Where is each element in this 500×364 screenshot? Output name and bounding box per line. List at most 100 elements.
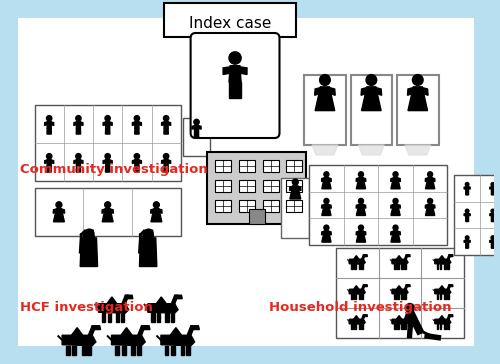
Polygon shape	[76, 166, 78, 172]
Polygon shape	[466, 244, 467, 248]
Polygon shape	[449, 285, 453, 286]
Bar	[208, 152, 306, 224]
Bar	[358, 324, 360, 329]
Bar	[72, 346, 76, 355]
Circle shape	[366, 75, 376, 86]
Polygon shape	[435, 319, 451, 324]
Bar	[397, 324, 398, 329]
Bar	[102, 313, 105, 322]
Circle shape	[164, 154, 169, 159]
Bar	[404, 324, 406, 329]
Polygon shape	[62, 335, 96, 346]
Polygon shape	[356, 205, 359, 208]
Polygon shape	[164, 128, 166, 134]
Bar	[262, 180, 278, 192]
Polygon shape	[364, 315, 368, 317]
Polygon shape	[432, 205, 435, 208]
Polygon shape	[47, 122, 52, 128]
Polygon shape	[54, 209, 64, 222]
Bar	[216, 160, 231, 172]
Circle shape	[194, 119, 199, 125]
Circle shape	[229, 52, 241, 64]
Polygon shape	[164, 122, 168, 128]
Circle shape	[491, 182, 494, 186]
Polygon shape	[80, 238, 98, 266]
Polygon shape	[139, 160, 141, 163]
Polygon shape	[72, 328, 83, 335]
Bar	[34, 105, 180, 181]
Polygon shape	[80, 122, 83, 126]
Polygon shape	[107, 297, 117, 304]
Bar	[447, 294, 448, 299]
Polygon shape	[363, 231, 366, 235]
Bar	[239, 180, 255, 192]
Polygon shape	[390, 231, 394, 235]
Polygon shape	[191, 326, 200, 329]
Bar	[350, 75, 392, 145]
Polygon shape	[356, 204, 366, 215]
Circle shape	[393, 172, 398, 177]
Bar	[354, 264, 356, 269]
Polygon shape	[492, 187, 494, 191]
Polygon shape	[464, 214, 466, 216]
Polygon shape	[362, 315, 365, 319]
Polygon shape	[435, 289, 451, 294]
Bar	[397, 264, 398, 269]
Polygon shape	[156, 297, 166, 304]
Circle shape	[105, 154, 110, 159]
Polygon shape	[490, 187, 492, 189]
FancyBboxPatch shape	[190, 33, 280, 138]
Polygon shape	[138, 326, 145, 335]
Polygon shape	[106, 166, 108, 172]
Bar	[454, 175, 500, 255]
Polygon shape	[240, 67, 247, 75]
Circle shape	[292, 179, 298, 185]
Polygon shape	[106, 160, 110, 166]
Circle shape	[144, 229, 153, 238]
Polygon shape	[354, 256, 359, 259]
Polygon shape	[362, 87, 381, 111]
Circle shape	[358, 225, 364, 230]
Polygon shape	[490, 214, 492, 216]
Text: Household investigation: Household investigation	[269, 301, 452, 314]
Polygon shape	[110, 209, 114, 213]
Polygon shape	[362, 285, 365, 289]
Polygon shape	[187, 326, 194, 335]
Polygon shape	[322, 231, 331, 242]
Polygon shape	[408, 88, 414, 95]
Polygon shape	[404, 315, 408, 319]
Bar	[216, 180, 231, 192]
Polygon shape	[170, 328, 181, 335]
Bar	[394, 264, 396, 269]
Circle shape	[154, 202, 160, 208]
Bar	[404, 264, 406, 269]
Polygon shape	[356, 231, 366, 242]
Bar	[304, 75, 346, 145]
Circle shape	[491, 236, 494, 240]
Bar	[336, 248, 464, 338]
Circle shape	[428, 198, 432, 203]
Polygon shape	[98, 304, 128, 313]
Bar	[34, 188, 180, 236]
Polygon shape	[406, 314, 416, 327]
Polygon shape	[168, 160, 170, 163]
Circle shape	[466, 236, 469, 240]
Polygon shape	[166, 128, 168, 134]
Bar	[402, 324, 403, 329]
Polygon shape	[493, 218, 494, 222]
Circle shape	[324, 225, 329, 230]
Polygon shape	[361, 88, 367, 95]
Polygon shape	[447, 285, 451, 289]
Text: Community investigation: Community investigation	[20, 163, 208, 176]
Circle shape	[406, 304, 414, 312]
Polygon shape	[106, 128, 108, 134]
Polygon shape	[132, 122, 134, 126]
Polygon shape	[349, 259, 365, 264]
Polygon shape	[328, 205, 332, 208]
Circle shape	[85, 229, 94, 238]
Polygon shape	[464, 187, 466, 189]
Circle shape	[104, 202, 110, 208]
Bar	[402, 294, 403, 299]
Polygon shape	[134, 160, 139, 166]
Bar	[444, 264, 446, 269]
